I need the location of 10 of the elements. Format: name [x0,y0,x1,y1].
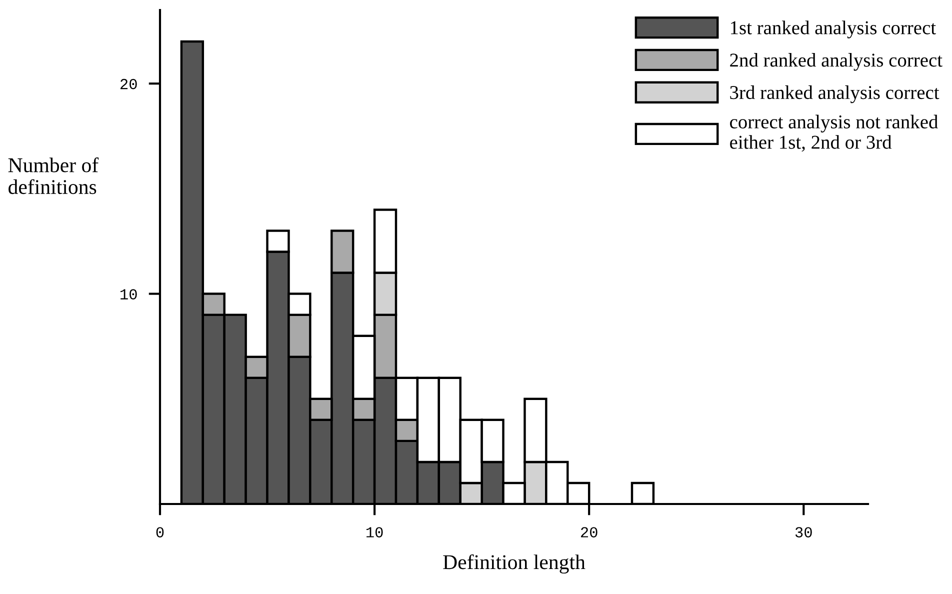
x-axis-title: Definition length [443,554,586,574]
legend-label: correct analysis not ranked either 1st, 2nd or 3rd [730,114,938,152]
legend-label: 3rd ranked analysis correct [730,85,940,104]
x-tick-label: 20 [580,527,598,538]
x-tick-label: 10 [366,527,383,538]
legend-label: 1st ranked analysis correct [730,20,936,38]
y-axis-title: Number of definitions [8,157,99,194]
x-tick-label: 0 [156,527,164,538]
legend-label: 2nd ranked analysis correct [730,53,942,71]
x-tick-label: 30 [795,527,812,538]
